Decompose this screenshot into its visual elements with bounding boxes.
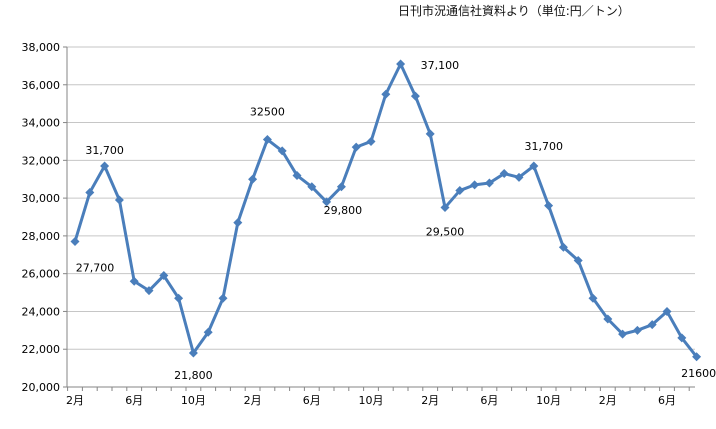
x-tick-label: 2月: [66, 394, 84, 407]
data-point: [381, 89, 391, 99]
y-tick-label: 36,000: [22, 79, 61, 92]
price-series: [70, 59, 702, 362]
data-point: [499, 169, 509, 179]
data-point: [677, 333, 687, 343]
data-point: [292, 170, 302, 180]
data-point: [470, 180, 480, 190]
data-point: [632, 325, 642, 335]
chart-source-caption: 日刊市況通信社資料より（単位:円／トン）: [398, 4, 630, 18]
x-tick-label: 2月: [244, 394, 262, 407]
series-line: [73, 62, 698, 358]
y-tick-label: 30,000: [22, 192, 61, 205]
data-point: [233, 218, 243, 228]
y-tick-label: 20,000: [22, 381, 61, 394]
data-point: [336, 182, 346, 192]
x-tick-label: 10月: [536, 394, 561, 407]
data-point: [558, 242, 568, 252]
y-tick-label: 28,000: [22, 230, 61, 243]
data-point: [603, 314, 613, 324]
data-point: [588, 293, 598, 303]
data-point: [144, 286, 154, 296]
y-tick-label: 38,000: [22, 41, 61, 54]
data-label: 29,800: [324, 204, 363, 217]
data-label: 29,500: [426, 226, 465, 239]
data-point: [618, 329, 628, 339]
data-point: [366, 136, 376, 146]
data-point: [573, 255, 583, 265]
y-tick-label: 32,000: [22, 154, 61, 167]
data-point: [351, 142, 361, 152]
data-point: [262, 135, 272, 145]
x-tick-label: 6月: [125, 394, 143, 407]
data-label: 32500: [250, 106, 285, 119]
data-annotations: 27,700 31,700 21,800 32500 29,800 37,100 29,50…: [76, 59, 716, 382]
data-point: [70, 237, 80, 247]
y-tick-label: 22,000: [22, 343, 61, 356]
data-point: [85, 187, 95, 197]
data-point: [692, 352, 702, 362]
x-tick-label: 6月: [480, 394, 498, 407]
data-point: [396, 59, 406, 69]
y-tick-label: 34,000: [22, 117, 61, 130]
x-tick-label: 2月: [421, 394, 439, 407]
data-point: [455, 186, 465, 196]
y-tick-label: 26,000: [22, 268, 61, 281]
data-point: [410, 91, 420, 101]
data-point: [114, 195, 124, 205]
data-point: [514, 172, 524, 182]
x-tick-label: 10月: [359, 394, 384, 407]
axes: [66, 47, 695, 388]
data-point: [484, 178, 494, 188]
data-point: [440, 203, 450, 213]
data-label: 21,800: [174, 369, 213, 382]
data-point: [647, 320, 657, 330]
data-label: 37,100: [421, 59, 460, 72]
data-point: [277, 146, 287, 156]
x-tick-label: 6月: [303, 394, 321, 407]
data-label: 21600: [681, 367, 716, 380]
data-point: [425, 129, 435, 139]
data-point: [248, 174, 258, 184]
data-point: [174, 293, 184, 303]
x-tick-label: 6月: [658, 394, 676, 407]
y-axis-tick-labels: 20,000 22,000 24,000 26,000 28,000 30,000 32,0…: [22, 41, 61, 394]
x-tick-label: 2月: [599, 394, 617, 407]
data-point: [188, 348, 198, 358]
x-tick-label: 10月: [181, 394, 206, 407]
x-axis-tick-labels: 2月 6月 10月 2月 6月 10月 2月 6月 10月 2月 6月: [66, 387, 690, 407]
data-point: [203, 327, 213, 337]
data-label: 31,700: [525, 140, 564, 153]
data-label: 31,700: [85, 144, 124, 157]
data-point: [307, 182, 317, 192]
data-point: [100, 161, 110, 171]
data-point: [322, 197, 332, 207]
data-point: [529, 161, 539, 171]
data-point: [218, 293, 228, 303]
gridlines: [63, 46, 695, 388]
y-tick-label: 24,000: [22, 305, 61, 318]
data-point: [544, 201, 554, 211]
data-point: [129, 276, 139, 286]
data-point: [662, 306, 672, 316]
data-label: 27,700: [76, 262, 115, 275]
data-point: [159, 271, 169, 281]
